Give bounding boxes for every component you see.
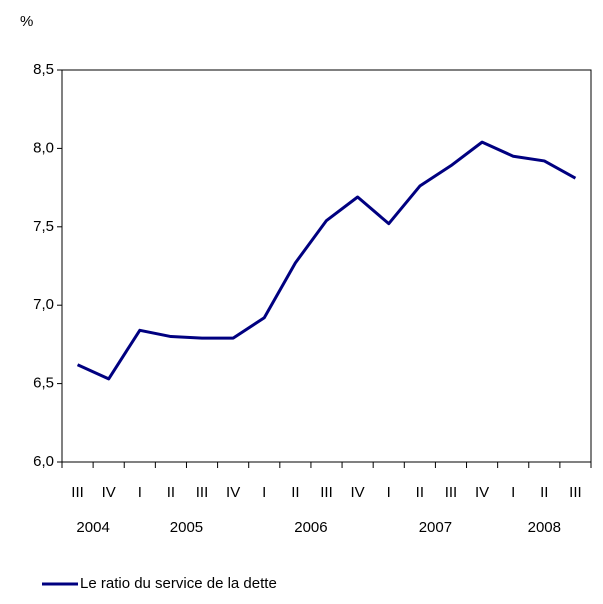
year-label: 2006 [294,519,327,536]
y-tick-label: 6,5 [33,375,54,392]
y-tick-label: 8,5 [33,61,54,78]
y-tick-label: 7,5 [33,218,54,235]
x-tick-label: III [71,484,84,501]
x-tick-label: III [569,484,582,501]
x-tick-label: IV [475,484,489,501]
x-tick-label: II [416,484,424,501]
year-label: 2004 [76,519,109,536]
x-tick-label: IV [226,484,240,501]
x-tick-label: II [540,484,548,501]
y-unit: % [20,13,33,30]
y-tick-label: 7,0 [33,296,54,313]
legend-label: Le ratio du service de la dette [80,575,277,592]
x-tick-label: I [387,484,391,501]
year-label: 2008 [528,519,561,536]
plot-border [61,69,592,463]
x-tick-label: I [511,484,515,501]
y-tick-label: 6,0 [33,453,54,470]
x-tick-label: III [320,484,333,501]
x-tick-label: I [138,484,142,501]
x-tick-label: II [167,484,175,501]
year-label: 2007 [419,519,452,536]
line-series [76,140,577,381]
year-label: 2005 [170,519,203,536]
x-tick-label: I [262,484,266,501]
x-tick-label: II [291,484,299,501]
x-tick-label: III [445,484,458,501]
x-tick-label: IV [351,484,365,501]
y-tick-label: 8,0 [33,139,54,156]
x-tick-label: III [196,484,209,501]
x-tick-label: IV [102,484,116,501]
